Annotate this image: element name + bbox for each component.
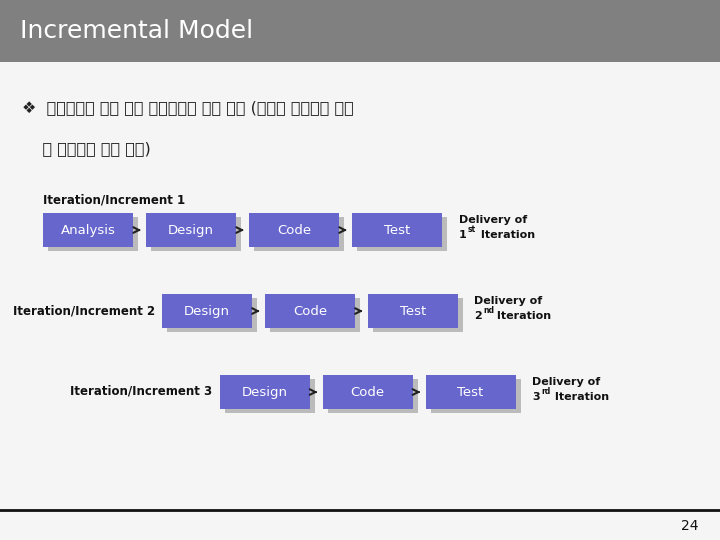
FancyBboxPatch shape <box>357 217 447 251</box>
Text: Iteration: Iteration <box>551 392 609 402</box>
FancyBboxPatch shape <box>265 294 355 328</box>
FancyBboxPatch shape <box>431 379 521 413</box>
Text: Iteration: Iteration <box>493 311 552 321</box>
Text: Test: Test <box>384 224 410 237</box>
Text: Test: Test <box>457 386 484 399</box>
FancyBboxPatch shape <box>270 298 360 332</box>
Text: Design: Design <box>184 305 230 318</box>
FancyBboxPatch shape <box>373 298 463 332</box>
FancyBboxPatch shape <box>249 213 339 247</box>
Text: Iteration: Iteration <box>477 230 536 240</box>
Text: Incremental Model: Incremental Model <box>20 19 253 43</box>
FancyBboxPatch shape <box>146 213 236 247</box>
FancyBboxPatch shape <box>328 379 418 413</box>
Text: Code: Code <box>277 224 311 237</box>
Text: Code: Code <box>351 386 384 399</box>
Text: 24: 24 <box>681 519 698 534</box>
Text: ❖  요구사항이 개발 초기 정의되었을 경우 적용 (무엇을 만들어야 되는: ❖ 요구사항이 개발 초기 정의되었을 경우 적용 (무엇을 만들어야 되는 <box>22 100 354 116</box>
FancyBboxPatch shape <box>162 294 252 328</box>
FancyBboxPatch shape <box>254 217 344 251</box>
Text: Delivery of: Delivery of <box>532 377 600 387</box>
FancyBboxPatch shape <box>426 375 516 409</box>
FancyBboxPatch shape <box>368 294 458 328</box>
Text: Delivery of: Delivery of <box>474 296 543 306</box>
FancyBboxPatch shape <box>352 213 442 247</box>
Text: Iteration/Increment 2: Iteration/Increment 2 <box>13 304 155 317</box>
FancyBboxPatch shape <box>151 217 241 251</box>
Text: 지 확실하게 아는 경우): 지 확실하게 아는 경우) <box>22 141 150 156</box>
Text: 1: 1 <box>459 230 467 240</box>
Text: Iteration/Increment 1: Iteration/Increment 1 <box>43 194 185 207</box>
Text: Design: Design <box>242 386 287 399</box>
Text: Delivery of: Delivery of <box>459 215 527 225</box>
FancyBboxPatch shape <box>220 375 310 409</box>
FancyBboxPatch shape <box>43 213 133 247</box>
FancyBboxPatch shape <box>48 217 138 251</box>
Text: Iteration/Increment 3: Iteration/Increment 3 <box>71 385 212 398</box>
Text: Design: Design <box>168 224 214 237</box>
Text: 2: 2 <box>474 311 482 321</box>
Text: Code: Code <box>293 305 327 318</box>
Text: st: st <box>468 225 476 234</box>
Text: nd: nd <box>484 306 495 315</box>
Text: rd: rd <box>541 387 551 396</box>
Text: Analysis: Analysis <box>60 224 116 237</box>
FancyBboxPatch shape <box>323 375 413 409</box>
Text: Test: Test <box>400 305 426 318</box>
FancyBboxPatch shape <box>225 379 315 413</box>
FancyBboxPatch shape <box>167 298 257 332</box>
Text: 3: 3 <box>532 392 540 402</box>
FancyBboxPatch shape <box>0 0 720 62</box>
